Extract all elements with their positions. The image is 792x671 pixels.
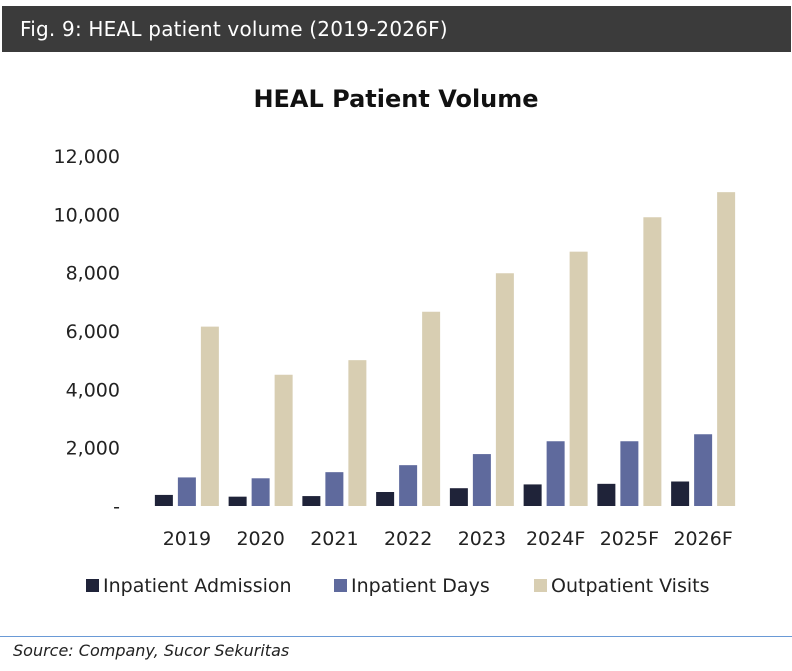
x-tick-label: 2026F xyxy=(673,528,732,550)
legend-swatch-inpatient-days xyxy=(334,579,347,592)
chart-container: HEAL Patient Volume - 2,000 4,000 6,000 8,000… xyxy=(0,60,792,620)
x-tick-label: 2025F xyxy=(600,528,659,550)
bar-inpatient-admission xyxy=(597,483,616,506)
bar-inpatient-admission xyxy=(376,492,395,506)
bar-inpatient-days xyxy=(472,454,491,506)
bar-inpatient-days xyxy=(325,472,344,506)
source-note: Source: Company, Sucor Sekuritas xyxy=(13,641,290,660)
bar-inpatient-days xyxy=(546,441,565,506)
x-tick-label: 2024F xyxy=(526,528,585,550)
bar-chart: HEAL Patient Volume - 2,000 4,000 6,000 8,000… xyxy=(54,85,736,597)
bar-inpatient-days xyxy=(694,434,713,506)
bar-outpatient-visits xyxy=(569,251,588,506)
bar-inpatient-days xyxy=(251,478,270,506)
x-tick-label: 2019 xyxy=(163,528,211,550)
bar-outpatient-visits xyxy=(200,326,219,506)
bar-inpatient-days xyxy=(620,441,639,506)
legend-swatch-inpatient-admission xyxy=(86,579,99,592)
bar-inpatient-days xyxy=(399,465,418,506)
source-divider xyxy=(0,636,792,637)
bar-inpatient-admission xyxy=(671,481,690,506)
legend-label: Inpatient Days xyxy=(351,575,490,597)
bar-outpatient-visits xyxy=(348,360,367,506)
legend-label: Inpatient Admission xyxy=(103,575,292,597)
bar-outpatient-visits xyxy=(643,217,662,506)
bar-outpatient-visits xyxy=(495,273,514,506)
legend-label: Outpatient Visits xyxy=(551,575,710,597)
figure-header-bar: Fig. 9: HEAL patient volume (2019-2026F) xyxy=(2,6,791,52)
bar-inpatient-admission xyxy=(228,496,247,506)
y-tick-label: 12,000 xyxy=(54,146,120,168)
y-tick-label: 4,000 xyxy=(66,379,120,401)
bar-inpatient-admission xyxy=(302,496,321,506)
x-tick-label: 2023 xyxy=(458,528,506,550)
bar-inpatient-admission xyxy=(523,484,542,506)
bar-outpatient-visits xyxy=(717,192,736,506)
y-tick-label: 2,000 xyxy=(66,438,120,460)
bar-outpatient-visits xyxy=(274,374,293,506)
x-tick-label: 2022 xyxy=(384,528,432,550)
figure-caption: Fig. 9: HEAL patient volume (2019-2026F) xyxy=(20,17,448,41)
bar-inpatient-days xyxy=(177,477,196,506)
legend-swatch-outpatient-visits xyxy=(534,579,547,592)
y-tick-label: 6,000 xyxy=(66,321,120,343)
y-tick-label: 10,000 xyxy=(54,204,120,226)
bar-outpatient-visits xyxy=(422,311,441,506)
x-tick-label: 2021 xyxy=(310,528,358,550)
bar-inpatient-admission xyxy=(449,488,468,506)
y-tick-label: - xyxy=(113,496,120,518)
bar-inpatient-admission xyxy=(154,494,173,506)
y-tick-label: 8,000 xyxy=(66,263,120,285)
x-tick-label: 2020 xyxy=(236,528,284,550)
chart-title: HEAL Patient Volume xyxy=(253,85,538,113)
